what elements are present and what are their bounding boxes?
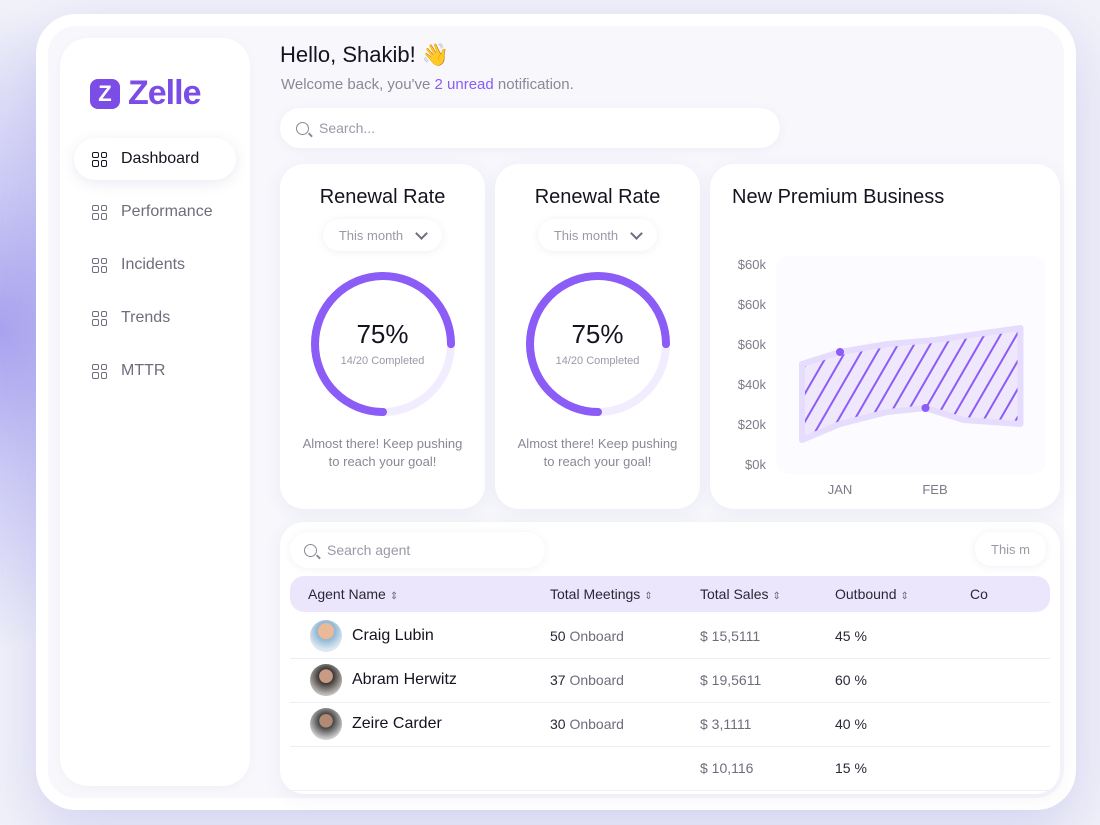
outbound: 40 % [835, 716, 867, 732]
search-icon [304, 543, 317, 557]
y-tick-label: $0k [745, 457, 766, 472]
search-agent-input[interactable]: Search agent [290, 532, 545, 568]
progress-ring: 75% 14/20 Completed [308, 269, 458, 419]
card-title: Renewal Rate [319, 186, 446, 208]
table-header: Agent Name ⇕ Total Meetings ⇕ Total Sales ⇕… [290, 576, 1050, 612]
y-tick-label: $40k [738, 377, 767, 392]
sort-icon: ⇕ [772, 591, 781, 602]
progress-percent: 75% [356, 319, 409, 349]
welcome-text: Welcome back, you've 2 unread notificati… [281, 76, 574, 93]
outbound: 15 % [835, 760, 867, 776]
column-total-sales[interactable]: Total Sales ⇕ [700, 586, 781, 602]
search-input[interactable]: Search... [280, 108, 780, 148]
column-outbound[interactable]: Outbound ⇕ [835, 586, 909, 602]
sidebar-item-performance[interactable]: Performance [74, 191, 236, 233]
ring-progress-arc [525, 272, 670, 416]
column-total-meetings[interactable]: Total Meetings ⇕ [550, 586, 653, 602]
grid-icon [92, 151, 107, 167]
grid-icon [92, 310, 107, 326]
agent-name: Zeire Carder [352, 715, 442, 732]
y-tick-label: $60k [738, 257, 767, 272]
grid-icon [92, 204, 107, 220]
outbound: 60 % [835, 672, 867, 688]
total-sales: $ 19,5611 [700, 672, 762, 688]
dropdown-value: This month [338, 227, 404, 243]
sidebar-item-label: MTTR [121, 362, 166, 379]
search-agent-placeholder: Search agent [327, 542, 411, 558]
logo-text: Zelle [128, 74, 201, 112]
sidebar-item-label: Dashboard [121, 150, 200, 167]
renewal-rate-card: Renewal Rate This month 75% 14/20 Comple… [495, 164, 700, 509]
period-dropdown[interactable]: This month [538, 219, 657, 251]
progress-completed: 14/20 Completed [555, 355, 640, 367]
sort-icon: ⇕ [900, 591, 909, 602]
x-tick-label: JAN [828, 482, 853, 497]
total-sales: $ 3,1111 [700, 716, 752, 732]
sidebar-item-incidents[interactable]: Incidents [74, 244, 236, 286]
column-conversion[interactable]: Co [970, 586, 988, 602]
agent-name: Craig Lubin [352, 627, 434, 644]
y-tick-label: $20k [738, 417, 767, 432]
table-row[interactable]: $ 10,116 15 % [290, 746, 1050, 791]
agents-table-card: Search agent This m Agent Name ⇕ Total Me… [280, 522, 1060, 794]
welcome-suffix: notification. [493, 76, 574, 93]
table-row[interactable]: Abram Herwitz 37 Onboard $ 19,5611 60 % [290, 658, 1050, 703]
total-meetings: 30 Onboard [550, 716, 624, 732]
total-meetings: 37 Onboard [550, 672, 624, 688]
logo[interactable]: Z Zelle [90, 74, 201, 113]
renewal-rate-card: Renewal Rate This month 75% 14/20 Comple… [280, 164, 485, 509]
zelle-logo-icon: Z [90, 78, 120, 109]
progress-percent: 75% [571, 319, 624, 349]
y-tick-label: $60k [738, 297, 767, 312]
table-period-dropdown[interactable]: This m [975, 532, 1046, 566]
period-dropdown[interactable]: This month [323, 219, 442, 251]
sidebar-item-mttr[interactable]: MTTR [74, 350, 236, 392]
search-icon [296, 121, 309, 135]
data-point [836, 348, 844, 356]
sidebar-nav: Dashboard Performance Incidents Trends M… [74, 138, 236, 403]
series-band [799, 325, 1024, 443]
premium-chart: $0k $20k $40k $60k $60k $60k JAN FEB [738, 256, 1046, 497]
sidebar: Z Zelle Dashboard Performance Incidents … [60, 38, 250, 786]
sidebar-item-label: Incidents [121, 256, 186, 273]
card-title: Renewal Rate [534, 186, 661, 208]
agent-name: Abram Herwitz [352, 671, 457, 688]
column-agent-name[interactable]: Agent Name ⇕ [308, 586, 399, 602]
avatar [310, 664, 342, 696]
sort-icon: ⇕ [389, 591, 399, 602]
greeting: Hello, Shakib! 👋 [280, 42, 450, 67]
sort-icon: ⇕ [644, 591, 653, 602]
ring-progress-arc [310, 272, 455, 416]
progress-ring: 75% 14/20 Completed [523, 269, 673, 419]
search-placeholder: Search... [319, 120, 376, 136]
grid-icon [92, 363, 107, 379]
sidebar-item-label: Performance [121, 203, 213, 220]
sidebar-item-label: Trends [121, 309, 171, 326]
chevron-down-icon [630, 226, 644, 240]
unread-notifications-link[interactable]: 2 unread [434, 76, 494, 93]
chart-title: New Premium Business [732, 186, 945, 208]
outbound: 45 % [835, 628, 867, 644]
dropdown-value: This m [991, 541, 1030, 557]
total-sales: $ 10,116 [700, 760, 754, 776]
encouragement-message: Almost there! Keep pushing to reach your… [302, 436, 463, 469]
table-row[interactable]: Zeire Carder 30 Onboard $ 3,1111 40 % [290, 702, 1050, 747]
total-sales: $ 15,5111 [700, 628, 761, 644]
encouragement-message: Almost there! Keep pushing to reach your… [517, 436, 678, 469]
total-meetings: 50 Onboard [550, 628, 624, 644]
sidebar-item-dashboard[interactable]: Dashboard [74, 138, 236, 180]
avatar [310, 620, 342, 652]
sidebar-item-trends[interactable]: Trends [74, 297, 236, 339]
data-point [921, 404, 930, 412]
chevron-down-icon [415, 226, 429, 240]
y-tick-label: $60k [738, 337, 767, 352]
progress-completed: 14/20 Completed [340, 355, 425, 367]
table-row[interactable]: Craig Lubin 50 Onboard $ 15,5111 45 % [290, 614, 1050, 659]
dropdown-value: This month [553, 227, 619, 243]
x-tick-label: FEB [922, 482, 947, 497]
avatar [310, 708, 342, 740]
grid-icon [92, 257, 107, 273]
welcome-prefix: Welcome back, you've [281, 76, 435, 93]
new-premium-business-card: $0k $20k $40k $60k $60k $60k JAN FEB New Premiu… [710, 164, 1060, 509]
